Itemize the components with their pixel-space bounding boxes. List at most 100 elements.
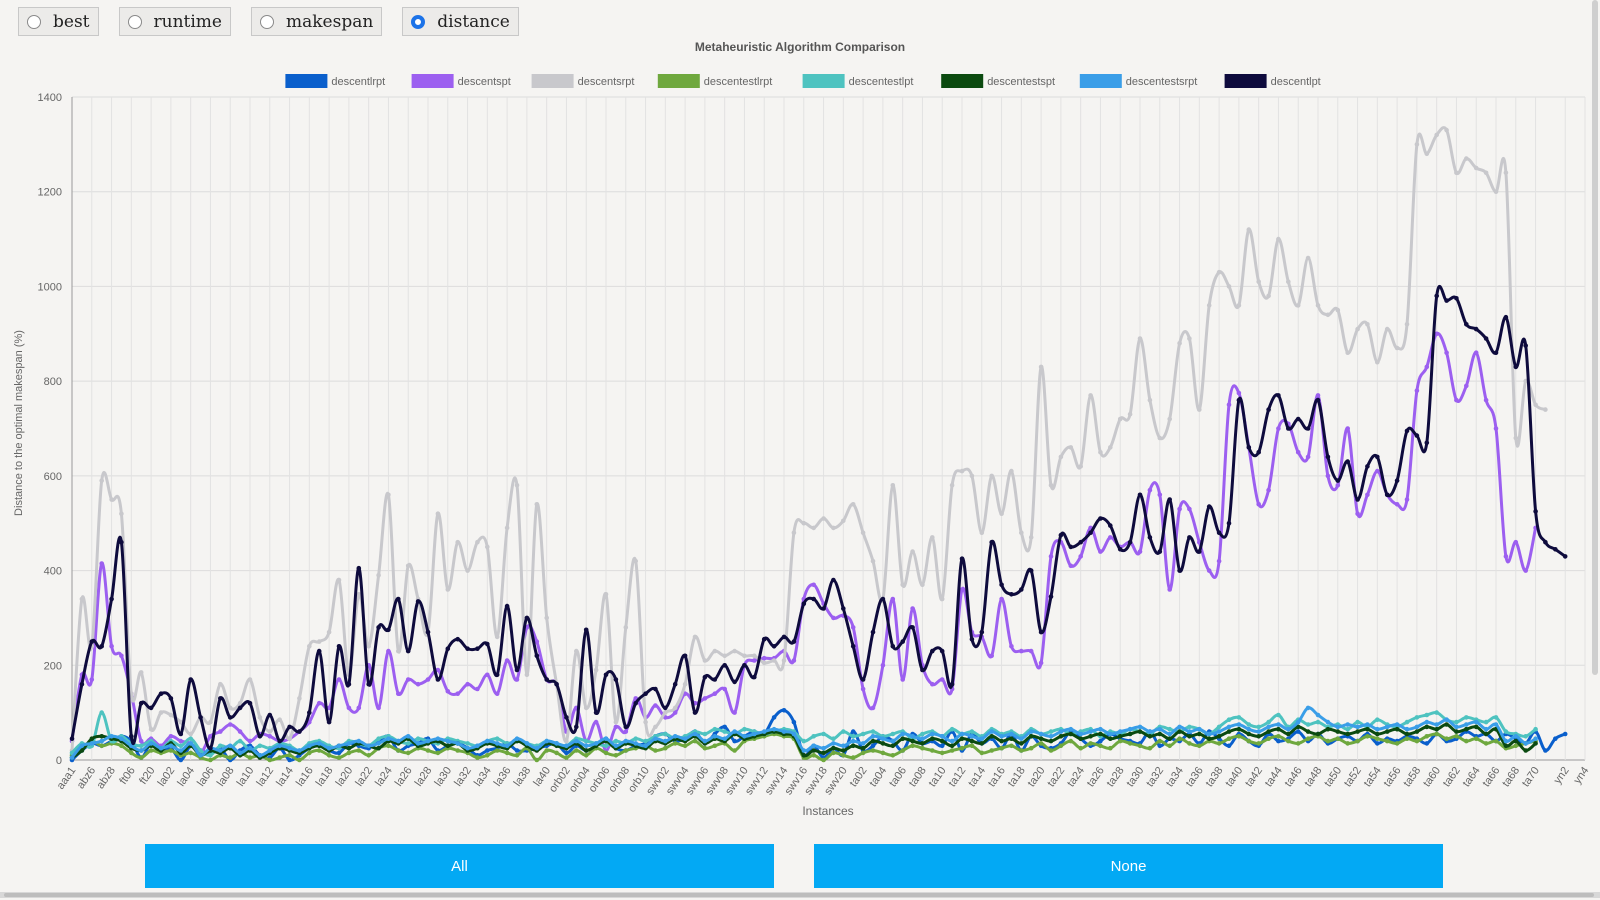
y-tick-label: 600 (44, 471, 62, 483)
x-tick-label: ta54 (1362, 765, 1384, 789)
data-point (949, 748, 955, 753)
data-point (801, 738, 807, 744)
data-point (188, 677, 193, 682)
data-point (346, 705, 352, 711)
data-point (1286, 731, 1291, 737)
data-point (485, 738, 490, 744)
data-point (1137, 724, 1143, 730)
data-point (1236, 734, 1242, 739)
tab-distance[interactable]: distance (402, 7, 519, 36)
x-tick-label: ta52 (1342, 765, 1364, 789)
x-tick-label: la18 (314, 765, 336, 789)
data-point (415, 599, 421, 604)
data-point (475, 686, 480, 692)
legend-swatch-descentlrpt (285, 74, 328, 88)
horizontal-scrollbar-thumb[interactable] (4, 893, 1594, 897)
data-point (920, 731, 925, 737)
data-point (1513, 539, 1519, 545)
data-point (742, 653, 747, 659)
data-point (1206, 504, 1212, 509)
data-point (544, 615, 549, 621)
x-tick-label: ta38 (1203, 765, 1225, 789)
data-point (910, 625, 915, 630)
data-point (1375, 359, 1380, 365)
data-point (297, 748, 302, 753)
data-point (1305, 426, 1311, 431)
data-point (1216, 269, 1222, 275)
data-point (445, 689, 451, 694)
legend-label-descentlrpt: descentlrpt (331, 76, 385, 88)
data-point (1157, 726, 1163, 732)
data-point (663, 745, 668, 751)
data-point (682, 653, 688, 659)
data-point (435, 667, 441, 673)
data-point (247, 677, 253, 682)
data-point (870, 558, 876, 564)
data-point (119, 736, 124, 741)
data-point (494, 736, 500, 741)
data-point (1167, 416, 1172, 422)
runtime-radio[interactable] (127, 14, 142, 29)
data-point (1009, 644, 1014, 649)
data-point (376, 705, 381, 711)
data-point (603, 672, 609, 678)
data-point (1365, 492, 1370, 498)
data-point (663, 705, 668, 711)
horizontal-scrollbar[interactable] (0, 892, 1600, 898)
tab-makespan[interactable]: makespan (250, 7, 383, 36)
x-tick-label: ta64 (1461, 765, 1483, 789)
makespan-radio[interactable] (259, 14, 274, 29)
data-point (494, 748, 500, 753)
tab-best[interactable]: best (18, 7, 99, 36)
data-point (485, 641, 490, 647)
data-point (415, 736, 421, 741)
all-button[interactable]: All (145, 844, 774, 888)
data-point (129, 750, 134, 756)
data-point (1345, 722, 1350, 727)
data-point (109, 497, 114, 502)
data-point (297, 757, 302, 763)
data-point (1562, 554, 1568, 559)
data-point (702, 731, 708, 737)
data-point (277, 743, 283, 749)
data-point (326, 705, 332, 711)
data-point (267, 712, 273, 718)
series-line-descentlpt (70, 285, 1567, 750)
data-point (1434, 710, 1439, 715)
data-point (712, 691, 718, 696)
data-point (435, 750, 441, 756)
data-point (287, 736, 292, 741)
data-point (208, 753, 213, 758)
data-point (653, 748, 658, 753)
data-point (1355, 738, 1360, 744)
data-point (1375, 736, 1380, 741)
data-point (405, 563, 411, 569)
data-point (109, 734, 114, 739)
data-point (1503, 170, 1509, 176)
data-point (801, 601, 807, 606)
data-point (1236, 390, 1242, 396)
data-point (1315, 712, 1321, 718)
data-point (1444, 127, 1449, 133)
tab-runtime[interactable]: runtime (118, 7, 231, 36)
data-point (930, 748, 935, 753)
data-point (1365, 722, 1370, 727)
data-point (1009, 468, 1014, 474)
data-point (1325, 473, 1331, 479)
y-tick-label: 800 (44, 376, 62, 388)
y-tick-label: 1400 (38, 92, 62, 104)
x-tick-label: ta62 (1441, 765, 1463, 789)
data-point (643, 691, 648, 696)
none-button[interactable]: None (814, 844, 1443, 888)
distance-radio[interactable] (411, 14, 426, 29)
data-point (593, 710, 599, 715)
x-tick-label: la32 (452, 765, 474, 789)
data-point (198, 748, 203, 753)
data-point (1533, 402, 1538, 408)
data-point (79, 748, 85, 753)
best-radio[interactable] (27, 14, 41, 29)
data-point (386, 627, 391, 633)
vertical-scrollbar[interactable] (1592, 0, 1598, 675)
data-point (1127, 741, 1133, 746)
data-point (1177, 341, 1182, 346)
